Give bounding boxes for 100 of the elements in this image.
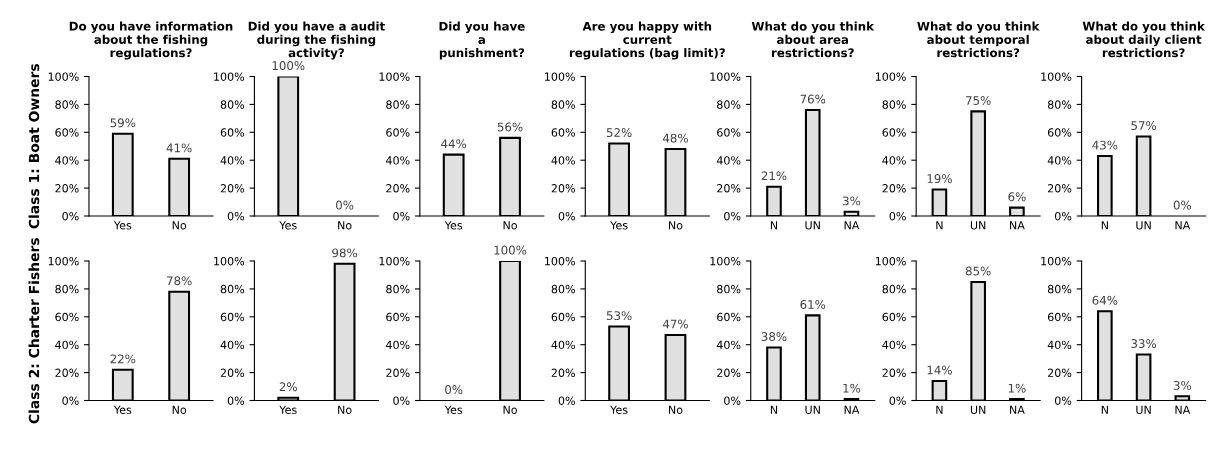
chart-title: Are you happy with current regulations (bag limit)? — [569, 21, 725, 60]
data-label: 53% — [606, 311, 632, 321]
x-tick-label: N — [1101, 405, 1108, 414]
y-tick-label: 0% — [889, 396, 906, 405]
chart-title: What do you think about daily client restrictions? — [1082, 21, 1206, 58]
data-label: 100% — [494, 245, 527, 255]
y-tick-label: 40% — [716, 340, 741, 350]
x-tick-label: UN — [1136, 221, 1151, 230]
y-tick-label: 60% — [55, 312, 79, 322]
x-tick-label: No — [338, 221, 352, 230]
data-label: 64% — [1092, 295, 1118, 305]
chart-title: Do you have information about the fishing regulations? — [69, 21, 233, 60]
data-label: 21% — [761, 171, 787, 181]
y-tick-label: 60% — [220, 128, 245, 137]
y-tick-label: 100% — [545, 256, 575, 266]
y-tick-label: 0% — [393, 211, 410, 221]
y-tick-label: 40% — [716, 156, 741, 165]
y-tick-label: 40% — [882, 156, 906, 165]
x-tick-label: N — [936, 405, 943, 414]
y-tick-label: 80% — [551, 100, 575, 109]
y-tick-label: 80% — [1047, 100, 1072, 109]
x-tick-label: No — [669, 405, 683, 414]
y-tick-label: 80% — [55, 100, 79, 109]
y-tick-label: 80% — [882, 284, 906, 294]
y-tick-label: 20% — [717, 184, 741, 193]
y-tick-label: 40% — [551, 156, 575, 165]
x-tick-label: Yes — [444, 405, 463, 414]
y-tick-label: 20% — [220, 368, 245, 377]
y-tick-label: 20% — [55, 184, 79, 193]
y-tick-label: 20% — [1048, 368, 1072, 377]
data-label: 44% — [441, 139, 467, 149]
y-tick-label: 20% — [551, 368, 575, 377]
data-label: 14% — [927, 365, 952, 375]
y-tick-label: 0% — [1054, 211, 1072, 221]
x-tick-label: Yes — [113, 221, 132, 230]
y-tick-label: 20% — [220, 184, 245, 193]
data-label: 57% — [1131, 121, 1157, 131]
data-label: 1% — [1008, 383, 1026, 393]
y-tick-label: 100% — [1041, 256, 1072, 266]
y-tick-label: 80% — [220, 100, 245, 109]
data-label: 61% — [800, 300, 826, 309]
y-tick-label: 60% — [1047, 312, 1072, 322]
data-label: 59% — [110, 118, 136, 128]
x-tick-label: NA — [1175, 221, 1191, 230]
x-tick-label: UN — [805, 405, 820, 414]
y-tick-label: 40% — [1047, 156, 1072, 165]
data-label: 85% — [965, 266, 991, 276]
data-label: 19% — [927, 174, 952, 184]
y-tick-label: 20% — [551, 184, 575, 193]
y-tick-label: 60% — [551, 128, 575, 137]
y-tick-label: 60% — [1047, 128, 1072, 137]
data-label: 0% — [445, 385, 463, 395]
y-tick-label: 60% — [717, 128, 741, 137]
data-label: 98% — [332, 248, 358, 258]
x-tick-label: Yes — [610, 405, 628, 414]
y-tick-label: 80% — [1047, 284, 1072, 294]
data-label: 41% — [166, 143, 192, 153]
y-tick-label: 0% — [393, 396, 410, 405]
x-tick-label: NA — [1010, 405, 1025, 414]
x-tick-label: N — [770, 221, 778, 230]
y-tick-label: 80% — [386, 100, 410, 109]
y-tick-label: 60% — [386, 128, 410, 137]
data-label: 0% — [1173, 200, 1192, 210]
data-label: 6% — [1008, 192, 1026, 202]
y-tick-label: 0% — [1054, 396, 1072, 405]
y-tick-label: 40% — [1047, 340, 1072, 350]
y-tick-label: 100% — [545, 72, 575, 81]
y-tick-label: 40% — [220, 340, 245, 350]
y-tick-label: 0% — [227, 211, 245, 221]
y-tick-label: 80% — [386, 284, 410, 294]
x-tick-label: UN — [1136, 405, 1151, 414]
data-label: 22% — [110, 354, 136, 364]
y-tick-label: 100% — [875, 256, 906, 266]
x-tick-label: UN — [805, 221, 820, 230]
x-tick-label: NA — [1010, 221, 1025, 230]
y-tick-label: 20% — [1048, 184, 1072, 193]
data-label: 78% — [167, 276, 192, 286]
y-tick-label: 100% — [214, 72, 245, 81]
data-label: 33% — [1131, 339, 1157, 349]
y-tick-label: 20% — [882, 184, 906, 193]
x-tick-label: N — [770, 405, 778, 414]
y-tick-label: 60% — [717, 312, 741, 322]
x-tick-label: No — [503, 405, 517, 414]
x-tick-label: Yes — [279, 405, 297, 414]
y-tick-label: 100% — [379, 72, 410, 81]
y-tick-label: 60% — [551, 312, 575, 322]
y-tick-label: 0% — [62, 396, 79, 405]
y-tick-label: 40% — [385, 156, 410, 165]
y-tick-label: 100% — [875, 72, 906, 81]
data-label: 43% — [1092, 140, 1118, 150]
y-tick-label: 0% — [724, 396, 741, 405]
x-tick-label: UN — [970, 405, 986, 414]
x-tick-label: NA — [1175, 405, 1191, 414]
y-tick-label: 40% — [220, 156, 245, 165]
data-label: 48% — [662, 133, 688, 143]
data-label: 47% — [662, 319, 688, 329]
y-tick-label: 60% — [55, 128, 79, 137]
y-tick-label: 0% — [227, 396, 245, 405]
y-axis-title: Class 1: Boat Owners — [28, 64, 40, 229]
y-tick-label: 0% — [889, 211, 906, 221]
